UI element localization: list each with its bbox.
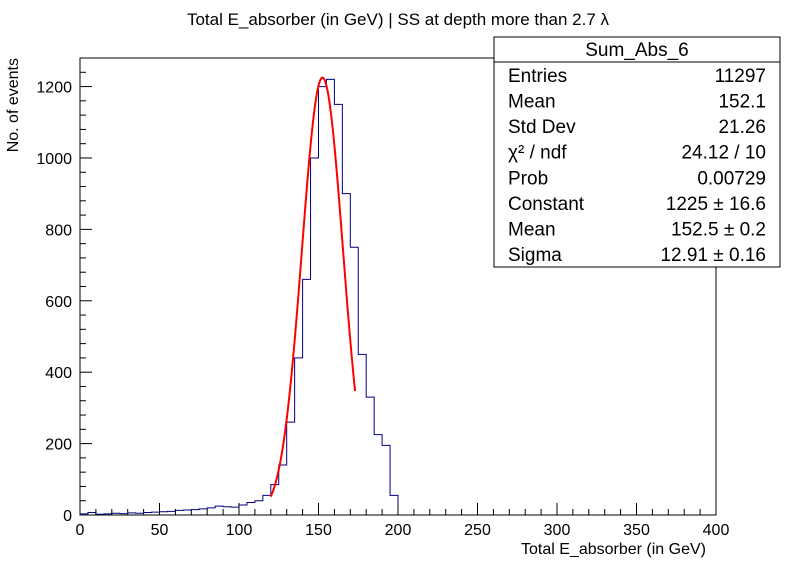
stats-row-label: Entries [508, 66, 567, 87]
stats-row-label: Mean [508, 220, 556, 241]
x-tick-label: 300 [544, 522, 571, 539]
stats-box: Sum_Abs_6 Entries 11297 Mean 152.1 Std Dev 21.… [493, 36, 781, 268]
stats-row-label: Constant [508, 194, 585, 215]
stats-row-value: 0.00729 [697, 168, 766, 189]
stats-row-value: 24.12 / 10 [681, 143, 766, 164]
stats-row-value: 11297 [715, 66, 766, 87]
y-tick-label: 1200 [36, 80, 72, 97]
x-tick-label: 200 [385, 522, 412, 539]
x-tick-label: 400 [703, 522, 730, 539]
stats-row-label: Prob [508, 168, 548, 189]
x-axis-label: Total E_absorber (in GeV) [521, 541, 706, 558]
stats-row-label: χ² / ndf [508, 143, 567, 164]
stats-row-label: Mean [508, 91, 556, 112]
stats-row-value: 1225 ± 16.6 [666, 194, 766, 215]
x-tick-label: 0 [76, 522, 85, 539]
gaussian-fit-curve [269, 76, 357, 498]
x-tick-label: 100 [226, 522, 253, 539]
y-axis-label: No. of events [5, 58, 22, 152]
y-tick-label: 400 [45, 365, 72, 382]
y-tick-label: 1000 [36, 151, 72, 168]
y-tick-label: 800 [45, 222, 72, 239]
stats-row-value: 152.1 [718, 91, 766, 112]
chart-title: Total E_absorber (in GeV) | SS at depth … [187, 10, 610, 29]
histogram-line [79, 78, 399, 515]
x-tick-label: 250 [464, 522, 491, 539]
stats-row-value: 21.26 [718, 117, 766, 138]
x-tick-label: 350 [623, 522, 650, 539]
stats-row-value: 12.91 ± 0.16 [660, 245, 766, 266]
y-tick-label: 200 [45, 437, 72, 454]
stats-row-label: Std Dev [508, 117, 576, 138]
stats-box-frame [493, 36, 781, 268]
x-tick-label: 50 [151, 522, 169, 539]
y-tick-label: 600 [45, 294, 72, 311]
stats-row-value: 152.5 ± 0.2 [671, 220, 766, 241]
stats-box-title: Sum_Abs_6 [585, 40, 689, 61]
stats-row-label: Sigma [508, 245, 562, 266]
y-tick-label: 0 [63, 508, 72, 525]
x-tick-label: 150 [305, 522, 332, 539]
